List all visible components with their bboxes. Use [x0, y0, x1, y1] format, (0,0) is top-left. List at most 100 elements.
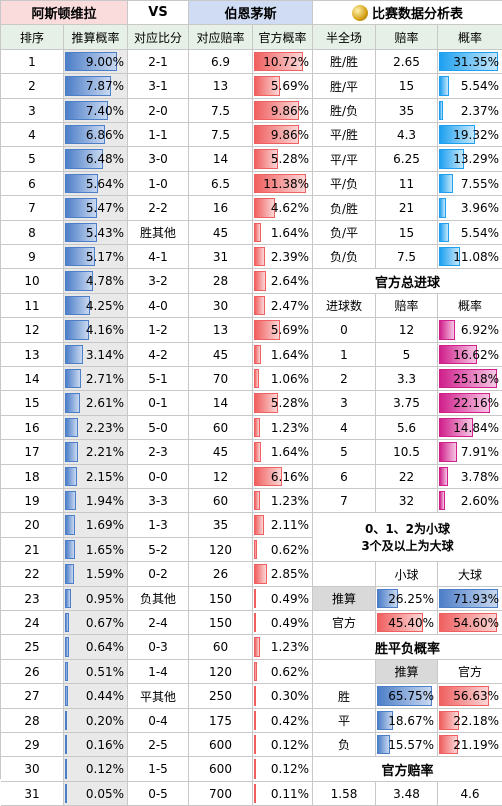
official-prob: 2.64%: [253, 269, 313, 294]
rank-cell: 31: [1, 782, 64, 806]
calc-prob-bar: [65, 52, 118, 71]
goals-prob-value: 6.92%: [460, 323, 499, 337]
odds-cell: 70: [189, 367, 253, 391]
calc-prob: 0.51%: [64, 660, 128, 684]
halftime-label: 胜/胜: [313, 50, 376, 74]
rank-cell: 16: [1, 416, 64, 440]
official-prob: 1.23%: [253, 416, 313, 440]
halftime-odds: 2.65: [376, 50, 438, 74]
goals-prob: 6.92%: [438, 318, 502, 343]
small-header: 小球: [376, 562, 438, 587]
goals-prob-value: 16.62%: [453, 347, 499, 362]
halftime-prob-value: 2.37%: [460, 103, 499, 118]
score-cell: 2-3: [128, 440, 189, 465]
official-prob: 0.12%: [253, 757, 313, 782]
halftime-label: 平/平: [313, 147, 376, 172]
official-prob-bar: [254, 52, 303, 71]
calc-prob-bar: [65, 247, 96, 266]
calc-label: 推算: [313, 587, 376, 611]
goals-odds: 10.5: [376, 440, 438, 465]
calc-prob: 3.14%: [64, 343, 128, 367]
small-big-note: 0、1、2为小球 3个及以上为大球: [313, 513, 502, 562]
official-prob: 9.86%: [253, 99, 313, 123]
score-cell: 0-2: [128, 562, 189, 587]
wdl-label: 平: [313, 709, 376, 733]
official-prob-value: 0.62%: [270, 542, 309, 557]
odds-cell: 13: [189, 318, 253, 343]
wdl-label: 胜: [313, 684, 376, 709]
official-prob-value: 0.12%: [270, 737, 309, 752]
calc-prob-bar: [65, 76, 111, 96]
official-prob-value: 9.86%: [270, 127, 309, 142]
score-cell: 负其他: [128, 587, 189, 611]
official-prob-bar: [254, 76, 280, 96]
calc-big-bar: [439, 589, 499, 608]
official-prob-value: 5.28%: [270, 396, 309, 410]
official-prob-value: 1.64%: [270, 445, 309, 459]
halftime-prob-bar: [439, 76, 450, 96]
score-cell: 1-5: [128, 757, 189, 782]
official-prob-value: 9.86%: [270, 103, 309, 118]
rank-cell: 19: [1, 489, 64, 513]
score-cell: 平其他: [128, 684, 189, 709]
score-cell: 5-0: [128, 416, 189, 440]
score-cell: 2-0: [128, 99, 189, 123]
halftime-odds: 11: [376, 172, 438, 196]
calc-prob-value: 4.78%: [85, 274, 124, 288]
calc-prob-value: 5.43%: [85, 225, 124, 240]
halftime-odds: 15: [376, 74, 438, 99]
official-prob-bar: [254, 759, 256, 779]
official-prob: 5.69%: [253, 318, 313, 343]
goals-prob: 25.18%: [438, 367, 502, 391]
rank-cell: 9: [1, 245, 64, 269]
calc-prob-bar: [65, 735, 67, 754]
official-big: 54.60%: [438, 611, 502, 635]
calc-prob: 0.05%: [64, 782, 128, 806]
score-cell: 2-2: [128, 196, 189, 221]
goals-header: 概率: [438, 294, 502, 318]
official-odds-away: 4.6: [438, 782, 502, 806]
official-prob: 5.28%: [253, 391, 313, 416]
halftime-prob: 19.32%: [438, 123, 502, 147]
score-cell: 3-0: [128, 147, 189, 172]
score-cell: 胜其他: [128, 221, 189, 245]
rank-cell: 21: [1, 538, 64, 562]
calc-prob-value: 0.67%: [85, 615, 124, 630]
halftime-prob-bar: [439, 125, 476, 144]
halftime-prob-value: 7.55%: [460, 176, 499, 191]
calc-prob-bar: [65, 442, 78, 462]
wdl-calc: 65.75%: [376, 684, 438, 709]
official-prob: 2.47%: [253, 294, 313, 318]
rank-cell: 28: [1, 709, 64, 733]
column-header: 半全场: [313, 25, 376, 50]
calc-prob: 0.16%: [64, 733, 128, 757]
official-prob-bar: [254, 515, 264, 535]
rank-cell: 22: [1, 562, 64, 587]
rank-cell: 2: [1, 74, 64, 99]
odds-cell: 31: [189, 245, 253, 269]
official-prob-bar: [254, 369, 259, 388]
score-cell: 1-0: [128, 172, 189, 196]
goals-header: 进球数: [313, 294, 376, 318]
calc-prob-value: 5.47%: [85, 201, 124, 215]
official-prob-bar: [254, 637, 260, 657]
official-prob: 11.38%: [253, 172, 313, 196]
rank-cell: 4: [1, 123, 64, 147]
score-cell: 1-1: [128, 123, 189, 147]
odds-cell: 14: [189, 147, 253, 172]
official-small: 45.40%: [376, 611, 438, 635]
goals-prob-bar: [439, 442, 458, 462]
calc-prob-value: 6.48%: [85, 152, 124, 166]
halftime-prob-bar: [439, 223, 450, 242]
odds-cell: 700: [189, 782, 253, 806]
rank-cell: 7: [1, 196, 64, 221]
halftime-label: 胜/负: [313, 99, 376, 123]
rank-cell: 26: [1, 660, 64, 684]
calc-prob-bar: [65, 198, 97, 218]
calc-prob-bar: [65, 759, 67, 779]
odds-cell: 30: [189, 294, 253, 318]
official-prob-value: 1.23%: [270, 493, 309, 508]
calc-prob-value: 4.25%: [85, 298, 124, 313]
goals-odds: 32: [376, 489, 438, 513]
rank-cell: 11: [1, 294, 64, 318]
